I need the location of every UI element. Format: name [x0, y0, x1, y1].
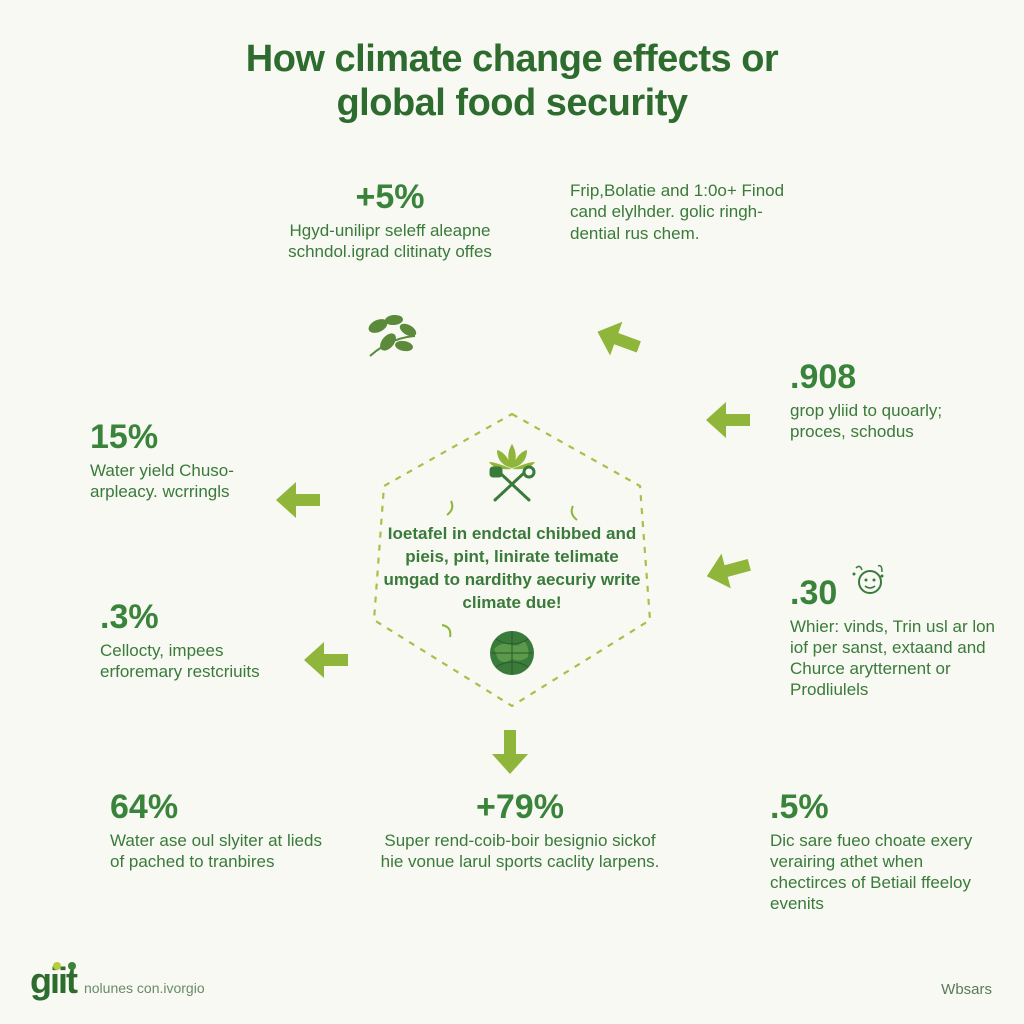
item-left: 15% Water yield Chuso-arpleacy. wcrringl…	[90, 420, 300, 502]
stat-desc: Water ase oul slyiter at lieds of pached…	[110, 830, 330, 873]
stat-value: +5%	[270, 180, 510, 216]
stat-desc: Dic sare fueo choate exery verairing ath…	[770, 830, 990, 915]
item-top-right: Frip,Bolatie and 1:0o+ Finod cand elylhd…	[570, 180, 800, 244]
leaf-sprig-icon	[360, 308, 430, 363]
stat-value: .3%	[100, 600, 310, 636]
globe-icon	[488, 629, 536, 682]
page-title: How climate change effects orglobal food…	[0, 38, 1024, 125]
stat-value: .5%	[770, 790, 990, 826]
stat-desc: Hgyd-unilipr seleff aleapne schndol.igra…	[270, 220, 510, 263]
center-text: Ioetafel in endctal chibbed and pieis, p…	[352, 523, 672, 615]
stat-value: 15%	[90, 420, 300, 456]
item-bottom-right: .5% Dic sare fueo choate exery verairing…	[770, 790, 990, 915]
center-content: Ioetafel in endctal chibbed and pieis, p…	[352, 420, 672, 700]
stat-desc: Cellocty, impees erforemary restcriuits	[100, 640, 310, 683]
footer-left: giit nolunes con.ivorgio	[30, 960, 205, 1002]
stat-value: +79%	[380, 790, 660, 826]
arrow-icon	[582, 302, 659, 379]
logo-dot-icon	[53, 962, 61, 970]
stat-desc: Whier: vinds, Trin usl ar lon iof per sa…	[790, 616, 1000, 701]
arrow-icon	[298, 630, 358, 690]
arrow-icon	[480, 720, 540, 780]
stat-desc: Frip,Bolatie and 1:0o+ Finod cand elylhd…	[570, 180, 800, 244]
footer-tagline: nolunes con.ivorgio	[84, 980, 205, 996]
item-bottom: +79% Super rend-coib-boir besignio sicko…	[380, 790, 660, 872]
footer-right: Wbsars	[941, 981, 992, 998]
item-right: .908 grop yliid to quoarly; proces, scho…	[790, 360, 990, 442]
item-top: +5% Hgyd-unilipr seleff aleapne schndol.…	[270, 180, 510, 262]
arrow-icon	[270, 470, 330, 530]
arrow-icon	[693, 533, 766, 606]
arrow-icon	[700, 390, 760, 450]
center-food-icon	[467, 438, 557, 513]
stat-desc: Water yield Chuso-arpleacy. wcrringls	[90, 460, 300, 503]
sparkle-globe-icon	[848, 560, 886, 603]
stat-value: .908	[790, 360, 990, 396]
logo-dot-icon	[68, 962, 76, 970]
stat-desc: Super rend-coib-boir besignio sickof hie…	[380, 830, 660, 873]
stat-desc: grop yliid to quoarly; proces, schodus	[790, 400, 990, 443]
stat-value: 64%	[110, 790, 330, 826]
stat-value: .30	[790, 576, 837, 612]
item-bottom-left: 64% Water ase oul slyiter at lieds of pa…	[110, 790, 330, 872]
logo: giit	[30, 960, 76, 1002]
item-left-lower: .3% Cellocty, impees erforemary restcriu…	[100, 600, 310, 682]
item-right-lower: .30 Whier: vinds, Trin usl ar lon iof pe…	[790, 560, 1000, 701]
